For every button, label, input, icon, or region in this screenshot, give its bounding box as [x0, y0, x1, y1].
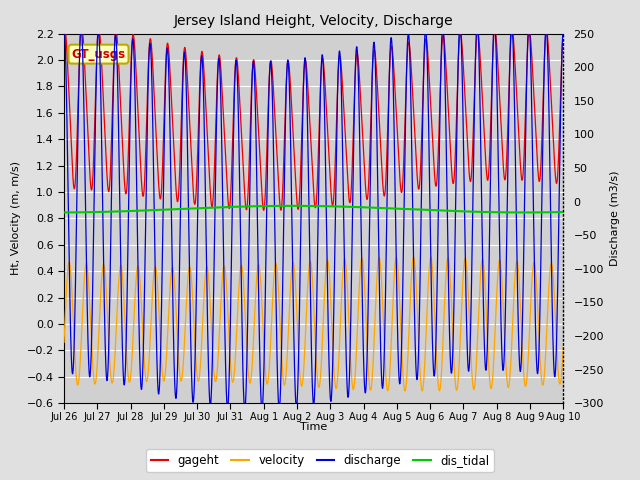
discharge	[117, 271, 125, 277]
gageht	[273, 160, 281, 166]
velocity	[273, 267, 281, 273]
gageht	[260, 207, 268, 213]
discharge	[491, 19, 499, 24]
discharge	[252, 105, 259, 111]
dis_tidal	[117, 208, 125, 214]
Text: GT_usgs: GT_usgs	[72, 48, 125, 60]
velocity	[117, 263, 125, 268]
velocity	[559, 344, 567, 350]
dis_tidal	[521, 210, 529, 216]
velocity	[147, 329, 154, 335]
velocity	[496, 257, 504, 263]
dis_tidal	[288, 203, 296, 209]
gageht	[147, 37, 155, 43]
Line: discharge: discharge	[64, 22, 563, 410]
gageht	[60, 22, 68, 27]
gageht	[496, 100, 504, 106]
discharge	[258, 407, 266, 413]
gageht	[559, 32, 567, 38]
dis_tidal	[550, 209, 557, 215]
gageht	[550, 144, 557, 150]
Y-axis label: Discharge (m3/s): Discharge (m3/s)	[610, 171, 620, 266]
Line: dis_tidal: dis_tidal	[64, 206, 563, 213]
velocity	[550, 282, 557, 288]
dis_tidal	[559, 209, 567, 215]
discharge	[550, 361, 557, 367]
dis_tidal	[60, 210, 68, 216]
gageht	[61, 21, 68, 26]
discharge	[496, 265, 504, 271]
dis_tidal	[252, 204, 259, 209]
Legend: gageht, velocity, discharge, dis_tidal: gageht, velocity, discharge, dis_tidal	[146, 449, 494, 472]
velocity	[419, 388, 426, 394]
gageht	[252, 75, 259, 81]
velocity	[252, 297, 259, 302]
dis_tidal	[273, 203, 281, 209]
velocity	[60, 339, 68, 345]
dis_tidal	[147, 207, 154, 213]
discharge	[60, 21, 68, 27]
gageht	[117, 111, 125, 117]
Line: gageht: gageht	[64, 24, 563, 210]
discharge	[273, 363, 281, 369]
Title: Jersey Island Height, Velocity, Discharge: Jersey Island Height, Velocity, Discharg…	[174, 14, 453, 28]
velocity	[410, 254, 417, 260]
X-axis label: Time: Time	[300, 421, 327, 432]
discharge	[559, 27, 567, 33]
discharge	[147, 44, 154, 49]
Line: velocity: velocity	[64, 257, 563, 391]
dis_tidal	[496, 209, 504, 215]
Y-axis label: Ht, Velocity (m, m/s): Ht, Velocity (m, m/s)	[11, 161, 21, 276]
